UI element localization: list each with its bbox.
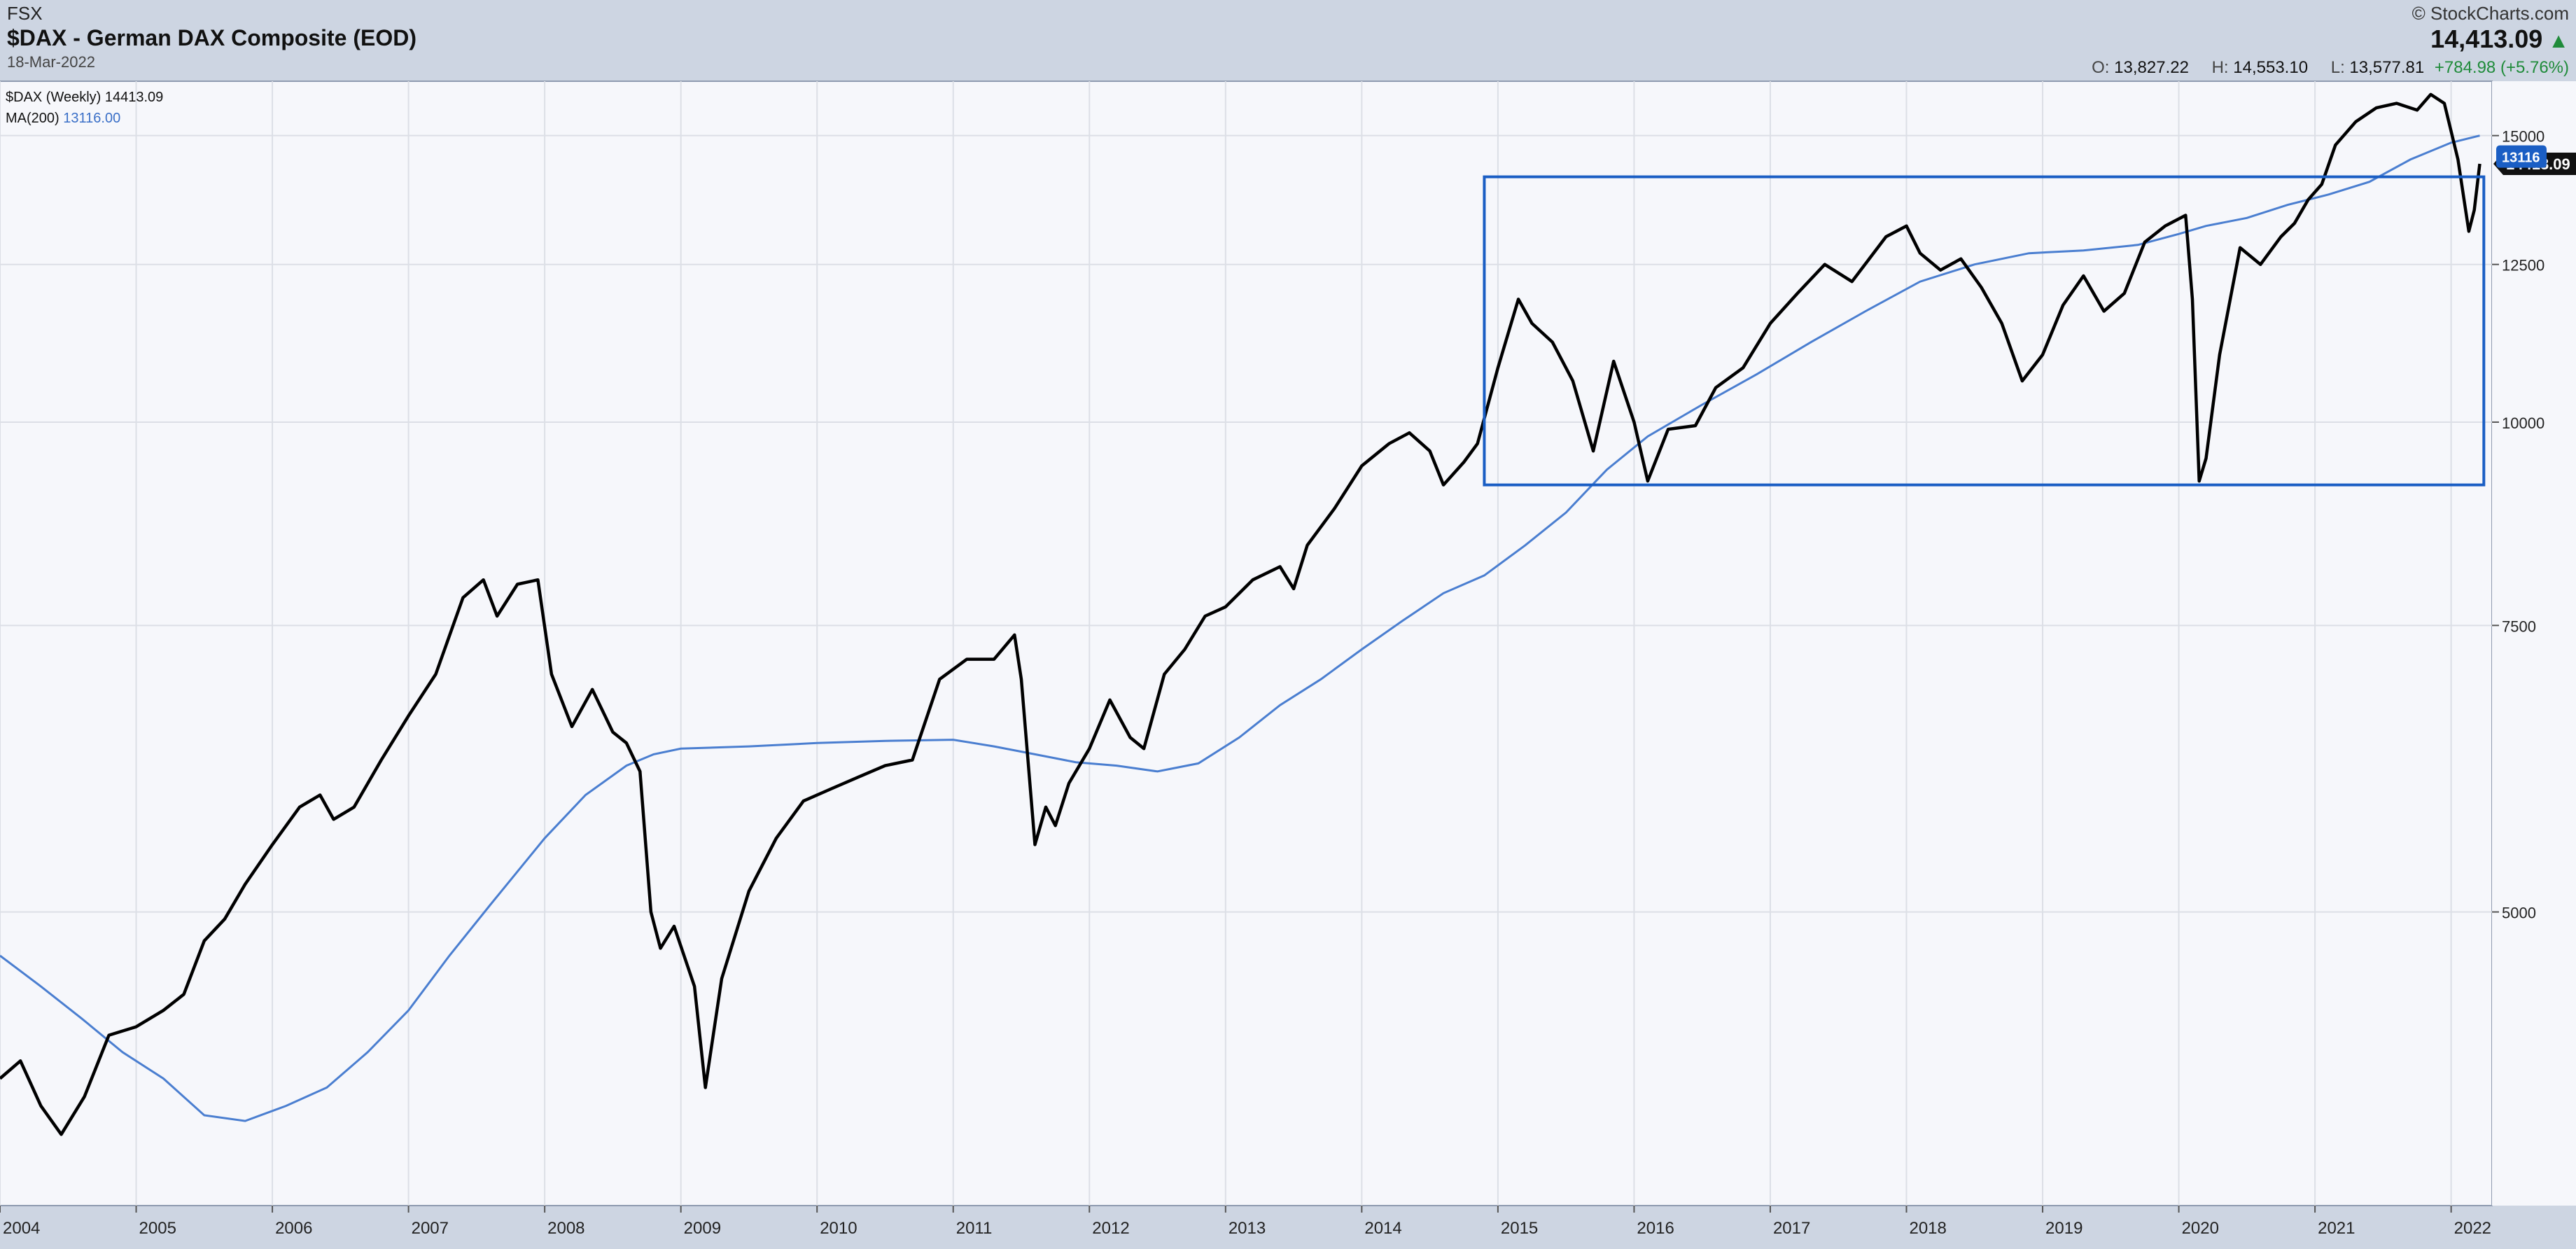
x-tick-label: 2019 — [2045, 1219, 2082, 1238]
legend-ma: MA(200) 13116.00 — [6, 108, 163, 129]
value-tags: 14413.0913116 — [2493, 145, 2576, 175]
ma200-line — [0, 134, 2480, 1122]
change-value: +784.98 (+5.76%) — [2434, 58, 2569, 77]
x-tick-label: 2008 — [547, 1219, 584, 1238]
x-tick-label: 2016 — [1637, 1219, 1674, 1238]
ohlc-row: O: 13,827.22 H: 14,553.10 L: 13,577.81 +… — [2073, 57, 2569, 79]
y-tick-label: 15000 — [2502, 128, 2544, 146]
y-tick-label: 5000 — [2502, 905, 2536, 922]
y-tick-label: 10000 — [2502, 414, 2544, 432]
chart-title: $DAX - German DAX Composite (EOD) — [7, 25, 416, 50]
annotation-layer — [1483, 175, 2486, 487]
y-tick-label: 12500 — [2502, 257, 2544, 274]
chart-date: 18-Mar-2022 — [7, 53, 95, 71]
x-tick-label: 2012 — [1092, 1219, 1129, 1238]
high-value: 14,553.10 — [2233, 58, 2309, 77]
last-price: 14,413.09 ▲ — [2073, 24, 2569, 57]
y-axis-area — [2492, 81, 2576, 1206]
x-tick-label: 2018 — [1909, 1219, 1946, 1238]
range-box — [1483, 175, 2486, 487]
x-tick-label: 2022 — [2454, 1219, 2491, 1238]
ma-tag — [2496, 145, 2547, 168]
x-tick-label: 2010 — [820, 1219, 857, 1238]
open-label: O: — [2092, 58, 2110, 77]
x-tick-label: 2004 — [3, 1219, 40, 1238]
x-tick-label: 2021 — [2318, 1219, 2355, 1238]
low-value: 13,577.81 — [2349, 58, 2425, 77]
open-value: 13,827.22 — [2114, 58, 2189, 77]
x-tick-label: 2014 — [1364, 1219, 1401, 1238]
x-tick-label: 2005 — [139, 1219, 176, 1238]
price-layer — [0, 92, 2482, 1136]
last-price-value: 14,413.09 — [2430, 25, 2543, 53]
legend: $DAX (Weekly) 14413.09 MA(200) 13116.00 — [6, 87, 163, 129]
price-line — [0, 92, 2482, 1136]
copyright: © StockCharts.com — [2412, 3, 2569, 24]
ma-layer — [0, 134, 2480, 1122]
grid: 2004 2005 2006 2007 2008 2009 2010 2011 2012 2013… — [0, 81, 2544, 1238]
x-tick-label: 2017 — [1773, 1219, 1810, 1238]
legend-ma-label: MA(200) — [6, 111, 59, 126]
x-tick-label: 2015 — [1501, 1219, 1538, 1238]
y-tick-label: 7500 — [2502, 617, 2536, 635]
legend-price: $DAX (Weekly) 14413.09 — [6, 90, 164, 105]
plot-area[interactable] — [0, 81, 2493, 1206]
ma-tag-label: 13116 — [2502, 151, 2540, 166]
x-tick-label: 2006 — [275, 1219, 312, 1238]
legend-ma-value: 13116.00 — [63, 111, 121, 126]
x-tick-label: 2009 — [684, 1219, 721, 1238]
up-arrow-icon: ▲ — [2548, 29, 2569, 53]
exchange-label: FSX — [7, 3, 43, 24]
low-label: L: — [2330, 58, 2345, 77]
high-label: H: — [2211, 58, 2229, 77]
x-tick-label: 2011 — [956, 1219, 993, 1238]
x-tick-label: 2007 — [412, 1219, 449, 1238]
x-tick-label: 2020 — [2182, 1219, 2219, 1238]
x-tick-label: 2013 — [1228, 1219, 1266, 1238]
